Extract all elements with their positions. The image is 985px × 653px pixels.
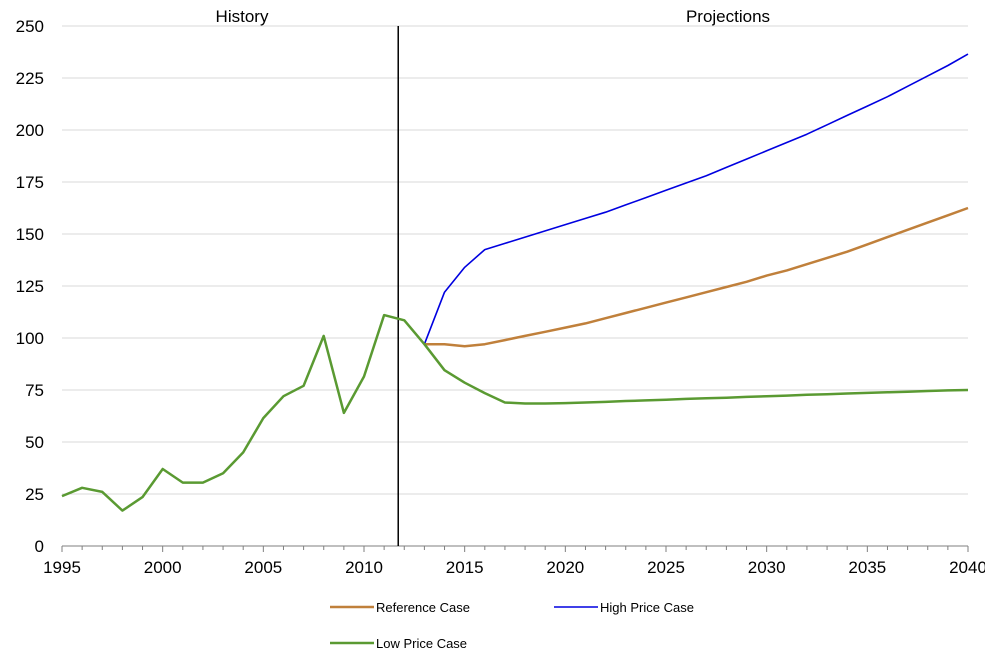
legend-item-reference[interactable]: Reference Case: [330, 600, 470, 615]
y-tick-label-0: 0: [35, 537, 44, 556]
y-tick-label-25: 25: [25, 485, 44, 504]
x-tick-label-1995: 1995: [43, 558, 81, 577]
x-tick-label-2010: 2010: [345, 558, 383, 577]
x-tick-label-2040: 2040: [949, 558, 985, 577]
x-axis: [61, 545, 969, 552]
x-tick-label-2005: 2005: [244, 558, 282, 577]
x-tick-label-2000: 2000: [144, 558, 182, 577]
period-label-history: History: [216, 7, 269, 26]
legend-label-reference: Reference Case: [376, 600, 470, 615]
y-tick-label-150: 150: [16, 225, 44, 244]
series-line-low-price-case: [61, 313, 969, 512]
series-line-high-price-case: [423, 53, 969, 345]
legend-label-high: High Price Case: [600, 600, 694, 615]
y-tick-label-225: 225: [16, 69, 44, 88]
x-tick-label-2035: 2035: [848, 558, 886, 577]
x-tick-label-2030: 2030: [748, 558, 786, 577]
y-tick-label-75: 75: [25, 381, 44, 400]
series-lines: [61, 53, 969, 512]
gridlines: [62, 25, 968, 495]
series-line-reference-case: [424, 206, 969, 348]
legend-label-low: Low Price Case: [376, 636, 467, 651]
y-tick-label-250: 250: [16, 17, 44, 36]
y-tick-label-100: 100: [16, 329, 44, 348]
legend-item-low[interactable]: Low Price Case: [330, 636, 467, 651]
legend: Reference Case High Price Case Low Price…: [330, 600, 694, 651]
y-tick-label-175: 175: [16, 173, 44, 192]
y-axis-ticks: 0 25 50 75 100 125 150 175 200 225 250: [16, 17, 44, 556]
y-tick-label-50: 50: [25, 433, 44, 452]
x-tick-label-2015: 2015: [446, 558, 484, 577]
x-axis-ticks: 1995 2000 2005 2010 2015 2020 2025 2030 2035 2040: [43, 558, 985, 577]
period-label-projections: Projections: [686, 7, 770, 26]
legend-item-high[interactable]: High Price Case: [554, 600, 694, 615]
y-tick-label-200: 200: [16, 121, 44, 140]
y-tick-label-125: 125: [16, 277, 44, 296]
x-tick-label-2025: 2025: [647, 558, 685, 577]
x-tick-label-2020: 2020: [546, 558, 584, 577]
